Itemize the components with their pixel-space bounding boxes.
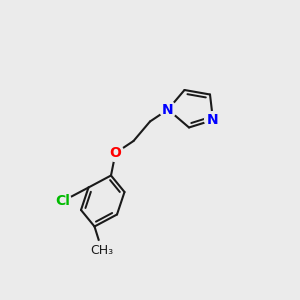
Circle shape bbox=[107, 145, 124, 161]
Text: CH₃: CH₃ bbox=[90, 244, 114, 257]
Circle shape bbox=[55, 193, 71, 209]
Text: Cl: Cl bbox=[56, 194, 70, 208]
Text: N: N bbox=[207, 113, 219, 127]
Circle shape bbox=[92, 241, 112, 260]
Text: O: O bbox=[110, 146, 122, 160]
Text: N: N bbox=[162, 103, 174, 116]
Circle shape bbox=[205, 112, 221, 128]
Circle shape bbox=[160, 101, 176, 118]
